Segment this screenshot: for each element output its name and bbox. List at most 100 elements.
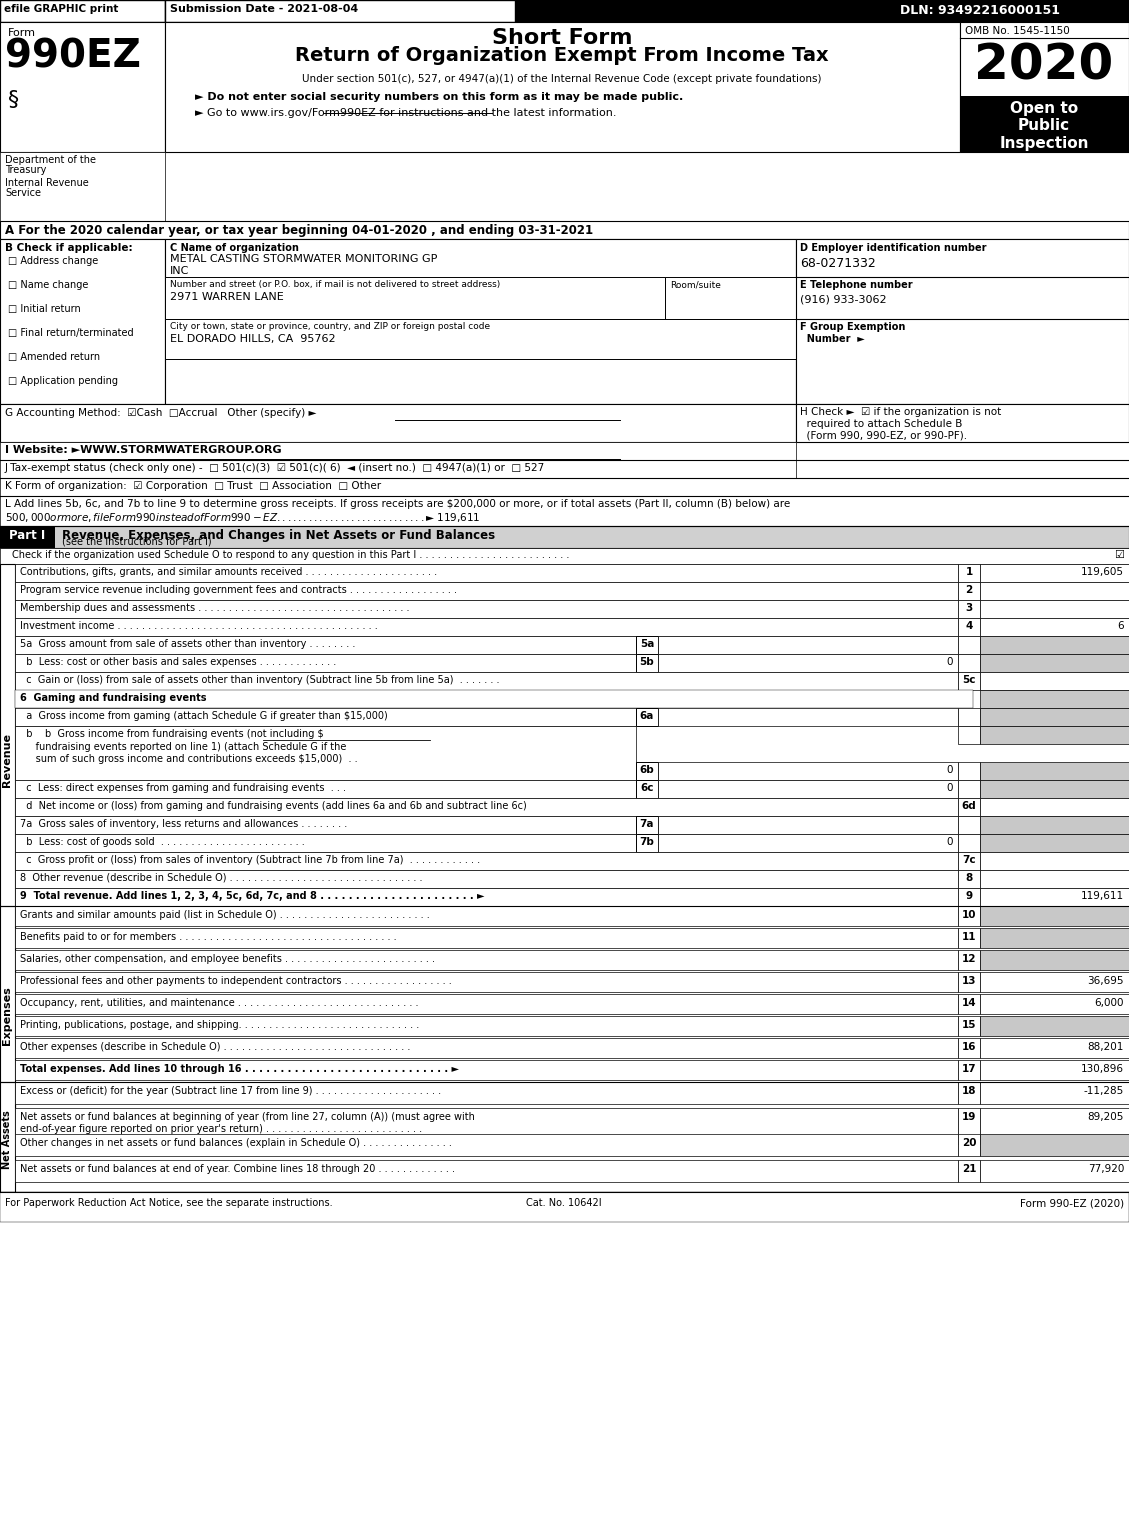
Bar <box>980 869 1129 888</box>
Text: 6,000: 6,000 <box>1094 997 1124 1008</box>
Text: 119,611: 119,611 <box>1080 891 1124 901</box>
Text: Cat. No. 10642I: Cat. No. 10642I <box>526 1199 602 1208</box>
Bar <box>959 762 980 779</box>
Text: 77,920: 77,920 <box>1087 1164 1124 1174</box>
Text: E Telephone number: E Telephone number <box>800 281 912 290</box>
Text: 2: 2 <box>965 586 972 595</box>
Bar <box>980 762 1129 779</box>
Text: Net Assets: Net Assets <box>2 1110 12 1170</box>
Bar <box>165 0 515 21</box>
Text: Part I: Part I <box>9 529 45 541</box>
Bar <box>15 564 959 583</box>
Text: Net assets or fund balances at beginning of year (from line 27, column (A)) (mus: Net assets or fund balances at beginning… <box>20 1112 475 1133</box>
Bar <box>959 1135 980 1156</box>
Bar <box>959 599 980 618</box>
Text: □ Amended return: □ Amended return <box>8 352 100 361</box>
Text: Printing, publications, postage, and shipping. . . . . . . . . . . . . . . . . .: Printing, publications, postage, and shi… <box>20 1020 419 1029</box>
Bar <box>959 1083 980 1104</box>
Bar <box>980 906 1129 926</box>
Bar <box>15 1161 959 1182</box>
Text: 11: 11 <box>962 932 977 942</box>
Bar <box>15 599 959 618</box>
Text: Excess or (deficit) for the year (Subtract line 17 from line 9) . . . . . . . . : Excess or (deficit) for the year (Subtra… <box>20 1086 441 1096</box>
Bar <box>0 1083 15 1193</box>
Bar <box>0 496 1129 526</box>
Bar <box>959 618 980 636</box>
Bar <box>980 708 1129 726</box>
Text: (see the instructions for Part I): (see the instructions for Part I) <box>62 537 211 547</box>
Bar <box>0 547 1129 564</box>
Text: □ Application pending: □ Application pending <box>8 377 119 386</box>
Bar <box>959 950 980 970</box>
Text: 21: 21 <box>962 1164 977 1174</box>
Bar <box>960 96 1129 152</box>
Text: Benefits paid to or for members . . . . . . . . . . . . . . . . . . . . . . . . : Benefits paid to or for members . . . . … <box>20 932 396 942</box>
Bar <box>959 1109 980 1144</box>
Bar <box>980 994 1129 1014</box>
Text: □ Final return/terminated: □ Final return/terminated <box>8 328 133 339</box>
Bar <box>959 1016 980 1035</box>
Bar <box>0 526 55 547</box>
Text: City or town, state or province, country, and ZIP or foreign postal code: City or town, state or province, country… <box>170 322 490 331</box>
Text: 15: 15 <box>962 1020 977 1029</box>
Bar <box>636 779 658 798</box>
Bar <box>165 21 960 152</box>
Bar <box>15 906 959 926</box>
Text: C Name of organization: C Name of organization <box>170 242 299 253</box>
Bar <box>0 21 165 152</box>
Text: D Employer identification number: D Employer identification number <box>800 242 987 253</box>
Text: K Form of organization:  ☑ Corporation  □ Trust  □ Association  □ Other: K Form of organization: ☑ Corporation □ … <box>5 480 382 491</box>
Text: ► Go to www.irs.gov/Form990EZ for instructions and the latest information.: ► Go to www.irs.gov/Form990EZ for instru… <box>195 108 616 117</box>
Bar <box>15 654 636 673</box>
Text: a  Gross income from gaming (attach Schedule G if greater than $15,000): a Gross income from gaming (attach Sched… <box>20 711 387 721</box>
Bar <box>636 654 658 673</box>
Bar <box>0 442 796 461</box>
Bar <box>959 583 980 599</box>
Text: b  Less: cost of goods sold  . . . . . . . . . . . . . . . . . . . . . . . .: b Less: cost of goods sold . . . . . . .… <box>20 837 305 846</box>
Bar <box>15 1016 959 1035</box>
Bar <box>959 971 980 991</box>
Text: fundraising events reported on line 1) (attach Schedule G if the: fundraising events reported on line 1) (… <box>20 743 347 752</box>
Bar <box>15 1083 959 1104</box>
Bar <box>15 618 959 636</box>
Text: 6d: 6d <box>962 801 977 811</box>
Text: □ Initial return: □ Initial return <box>8 303 81 314</box>
Text: H Check ►  ☑ if the organization is not
  required to attach Schedule B
  (Form : H Check ► ☑ if the organization is not r… <box>800 407 1001 441</box>
Text: Check if the organization used Schedule O to respond to any question in this Par: Check if the organization used Schedule … <box>12 551 569 560</box>
Text: 88,201: 88,201 <box>1087 1042 1124 1052</box>
Text: Short Form: Short Form <box>492 27 632 47</box>
Text: Treasury: Treasury <box>5 165 46 175</box>
Bar <box>165 239 796 404</box>
Text: 6  Gaming and fundraising events: 6 Gaming and fundraising events <box>20 692 207 703</box>
Bar <box>980 1083 1129 1104</box>
Bar <box>959 779 980 798</box>
Bar <box>15 869 959 888</box>
Bar <box>15 834 636 852</box>
Text: Investment income . . . . . . . . . . . . . . . . . . . . . . . . . . . . . . . : Investment income . . . . . . . . . . . … <box>20 621 378 631</box>
Text: ► Do not enter social security numbers on this form as it may be made public.: ► Do not enter social security numbers o… <box>195 92 683 102</box>
Bar <box>658 654 959 673</box>
Bar <box>980 673 1129 689</box>
Bar <box>15 726 636 779</box>
Text: Internal Revenue: Internal Revenue <box>5 178 89 188</box>
Bar <box>959 869 980 888</box>
Bar <box>980 798 1129 816</box>
Bar <box>15 779 636 798</box>
Text: Department of the: Department of the <box>5 156 96 165</box>
Bar <box>0 1193 1129 1222</box>
Text: 9: 9 <box>965 891 972 901</box>
Bar <box>0 0 1129 21</box>
Text: 10: 10 <box>962 910 977 920</box>
Bar <box>636 816 658 834</box>
Bar <box>980 852 1129 869</box>
Text: OMB No. 1545-1150: OMB No. 1545-1150 <box>965 26 1070 37</box>
Bar <box>959 636 980 654</box>
Text: Other expenses (describe in Schedule O) . . . . . . . . . . . . . . . . . . . . : Other expenses (describe in Schedule O) … <box>20 1042 410 1052</box>
Text: Number and street (or P.O. box, if mail is not delivered to street address): Number and street (or P.O. box, if mail … <box>170 281 500 290</box>
Bar <box>0 526 1129 547</box>
Text: 9  Total revenue. Add lines 1, 2, 3, 4, 5c, 6d, 7c, and 8 . . . . . . . . . . . : 9 Total revenue. Add lines 1, 2, 3, 4, 5… <box>20 891 484 901</box>
Text: Membership dues and assessments . . . . . . . . . . . . . . . . . . . . . . . . : Membership dues and assessments . . . . … <box>20 602 410 613</box>
Text: Professional fees and other payments to independent contractors . . . . . . . . : Professional fees and other payments to … <box>20 976 452 987</box>
Text: 130,896: 130,896 <box>1080 1064 1124 1074</box>
Bar <box>15 636 636 654</box>
